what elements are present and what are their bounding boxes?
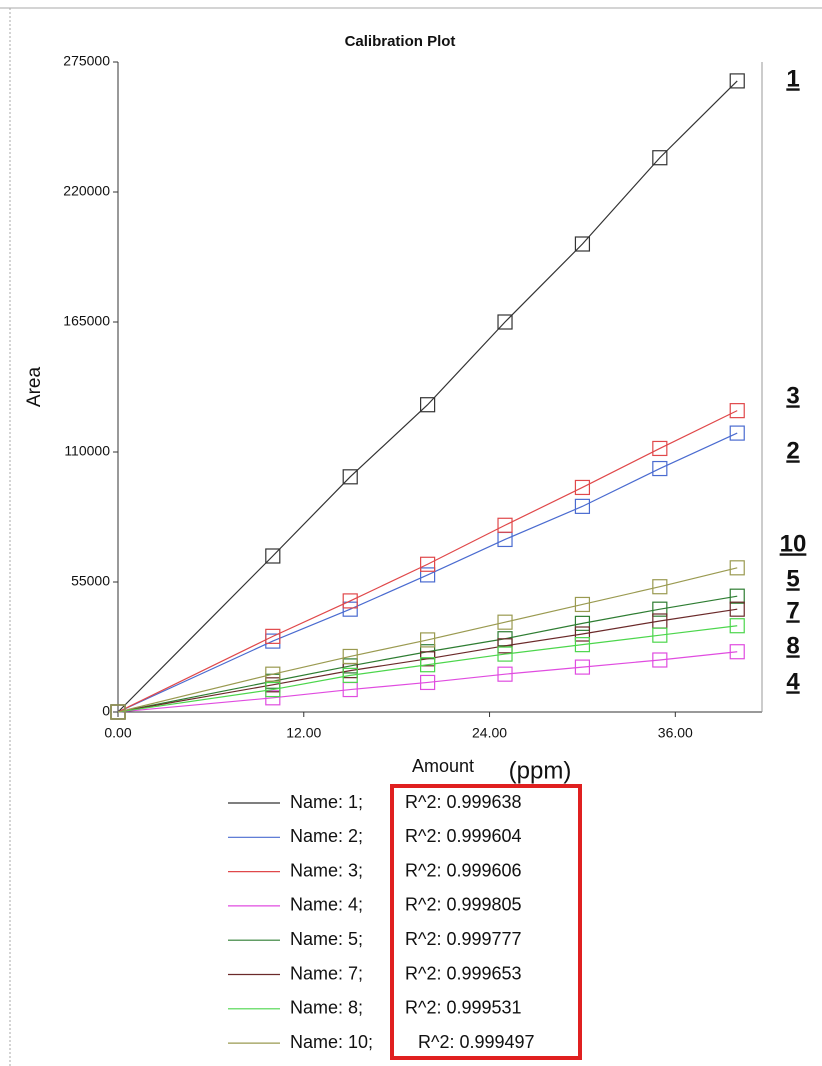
legend-fit: R^2: 0.999531	[405, 998, 522, 1018]
series-line	[117, 651, 738, 713]
series-line	[117, 625, 738, 713]
series-annotation: 4	[786, 668, 800, 695]
x-axis-unit: (ppm)	[509, 757, 572, 784]
point-marker	[420, 556, 436, 572]
point-marker	[652, 150, 668, 166]
point-marker	[497, 646, 513, 662]
series-line	[117, 432, 738, 713]
point-marker	[342, 593, 358, 609]
point-marker	[729, 601, 745, 617]
series-line	[117, 410, 738, 713]
point-marker	[574, 498, 591, 514]
point-marker	[497, 666, 513, 682]
point-marker	[729, 618, 745, 634]
point-marker	[420, 632, 436, 648]
legend-fit: R^2: 0.999653	[405, 963, 522, 983]
point-marker	[420, 567, 436, 583]
point-marker	[729, 73, 745, 89]
legend-label: Name: 10;	[290, 1032, 373, 1052]
point-marker	[342, 648, 358, 665]
point-marker	[574, 596, 591, 613]
point-marker	[652, 601, 668, 617]
y-tick-label: 0	[102, 703, 110, 719]
point-marker	[574, 615, 591, 631]
y-tick-label: 110000	[64, 443, 110, 459]
legend-fit: R^2: 0.999777	[405, 929, 522, 949]
legend-fit: R^2: 0.999606	[405, 860, 522, 880]
point-marker	[420, 657, 436, 673]
legend-label: Name: 2;	[290, 826, 363, 846]
highlight-box	[390, 784, 582, 1060]
legend-fit: R^2: 0.999497	[418, 1032, 535, 1052]
point-marker	[265, 548, 281, 564]
series-annotation: 3	[786, 382, 799, 409]
point-marker	[342, 601, 358, 617]
point-marker	[497, 517, 513, 533]
series-annotation: 10	[780, 530, 807, 557]
point-marker	[265, 690, 281, 706]
chart-title: Calibration Plot	[345, 33, 456, 50]
point-marker	[110, 704, 126, 720]
legend-fit: R^2: 0.999638	[405, 792, 522, 812]
point-marker	[420, 397, 436, 413]
point-marker	[729, 425, 745, 441]
series-annotation: 7	[786, 597, 799, 624]
legend-label: Name: 1;	[290, 792, 363, 812]
point-marker	[265, 628, 281, 644]
series-annotation: 8	[786, 632, 799, 659]
point-marker	[420, 674, 436, 691]
series-line	[117, 608, 738, 713]
point-marker	[729, 560, 745, 576]
point-marker	[574, 626, 591, 642]
series-annotation: 2	[786, 437, 799, 464]
legend-label: Name: 7;	[290, 963, 363, 983]
series-annotation: 5	[786, 565, 799, 592]
point-marker	[729, 644, 745, 660]
point-marker	[497, 314, 513, 330]
legend-label: Name: 5;	[290, 929, 363, 949]
point-marker	[574, 659, 591, 675]
point-marker	[497, 614, 513, 630]
point-marker	[497, 638, 513, 654]
series-line	[117, 80, 738, 713]
point-marker	[652, 460, 668, 477]
x-tick-label: 36.00	[658, 725, 693, 741]
y-tick-label: 220000	[63, 183, 110, 199]
legend-fit: R^2: 0.999604	[405, 826, 522, 846]
x-tick-label: 24.00	[472, 725, 507, 741]
y-axis-label: Area	[24, 367, 45, 408]
point-marker	[652, 579, 668, 595]
point-marker	[574, 236, 591, 252]
series-line	[117, 595, 738, 713]
y-tick-label: 55000	[71, 573, 110, 589]
x-tick-label: 12.00	[286, 725, 321, 741]
y-tick-label: 165000	[63, 313, 110, 329]
point-marker	[652, 627, 668, 643]
point-marker	[574, 479, 591, 496]
legend-label: Name: 4;	[290, 895, 363, 915]
point-marker	[265, 666, 281, 682]
point-marker	[574, 637, 591, 653]
series-annotation: 1	[786, 65, 799, 92]
point-marker	[729, 403, 745, 419]
point-marker	[342, 469, 358, 485]
x-axis-label: Amount	[412, 756, 474, 776]
x-tick-label: 0.00	[104, 725, 131, 741]
y-tick-label: 275000	[63, 53, 110, 69]
series-line	[117, 567, 738, 713]
legend-label: Name: 8;	[290, 998, 363, 1018]
legend-fit: R^2: 0.999805	[405, 895, 522, 915]
legend-label: Name: 3;	[290, 860, 363, 880]
point-marker	[342, 667, 358, 683]
point-marker	[652, 652, 668, 668]
point-marker	[265, 681, 281, 698]
point-marker	[652, 440, 668, 457]
point-marker	[729, 588, 745, 604]
